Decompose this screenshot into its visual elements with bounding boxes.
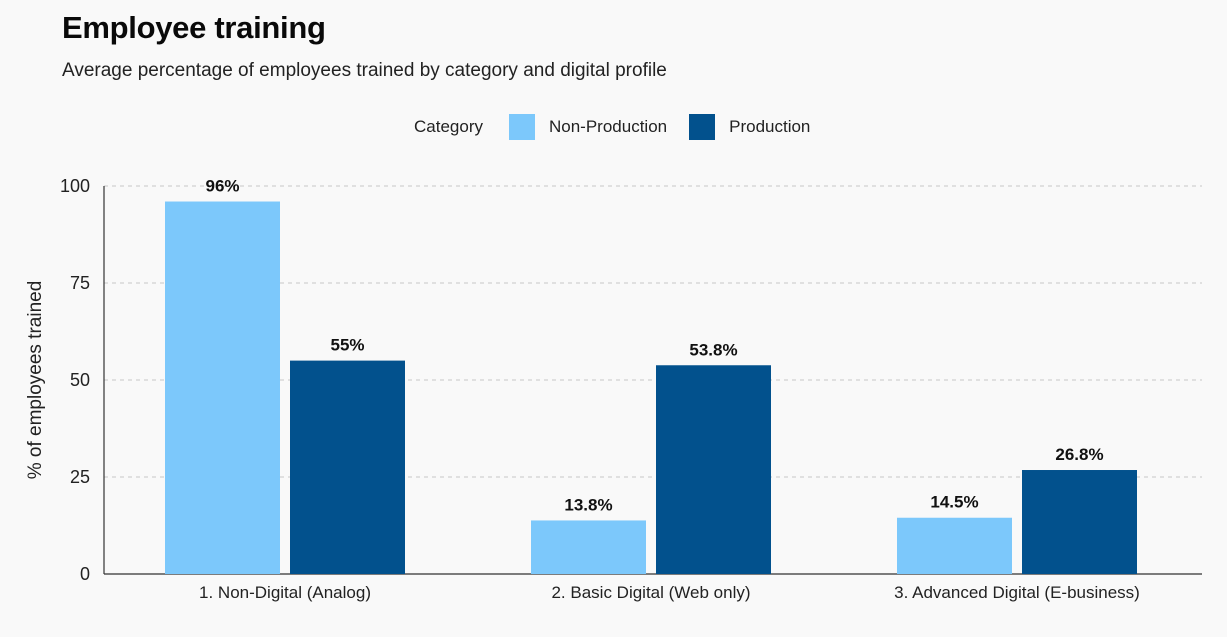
bar-non-production: [531, 520, 646, 574]
y-tick-label: 0: [80, 564, 90, 584]
y-tick-label: 100: [60, 176, 90, 196]
bar-production: [1022, 470, 1137, 574]
legend-label-production: Production: [729, 117, 811, 136]
legend-label-non-production: Non-Production: [548, 117, 668, 136]
data-label: 96%: [205, 177, 239, 196]
y-tick-label: 25: [70, 467, 90, 487]
bar-production: [290, 360, 405, 574]
y-tick-label: 75: [70, 273, 90, 293]
data-label: 13.8%: [564, 495, 612, 514]
chart-subtitle: Average percentage of employees trained …: [62, 60, 667, 81]
data-label: 53.8%: [689, 340, 737, 359]
legend-swatch-non-production: [508, 114, 535, 140]
data-label: 26.8%: [1055, 445, 1103, 464]
bar-production: [656, 365, 771, 574]
x-tick-label: 1. Non-Digital (Analog): [199, 583, 371, 602]
legend: Category Non-Production Production: [414, 114, 832, 140]
x-tick-label: 3. Advanced Digital (E-business): [894, 583, 1140, 602]
y-axis-title: % of employees trained: [25, 281, 46, 480]
legend-title: Category: [414, 117, 483, 136]
data-label: 55%: [330, 336, 364, 355]
chart-title: Employee training: [62, 10, 326, 45]
legend-item-non-production: Non-Production: [508, 114, 668, 140]
x-tick-label: 2. Basic Digital (Web only): [551, 583, 750, 602]
data-label: 14.5%: [930, 493, 978, 512]
bar-non-production: [165, 201, 280, 574]
y-tick-label: 50: [70, 370, 90, 390]
legend-item-production: Production: [689, 114, 810, 140]
legend-swatch-production: [689, 114, 716, 140]
bar-non-production: [897, 517, 1012, 574]
